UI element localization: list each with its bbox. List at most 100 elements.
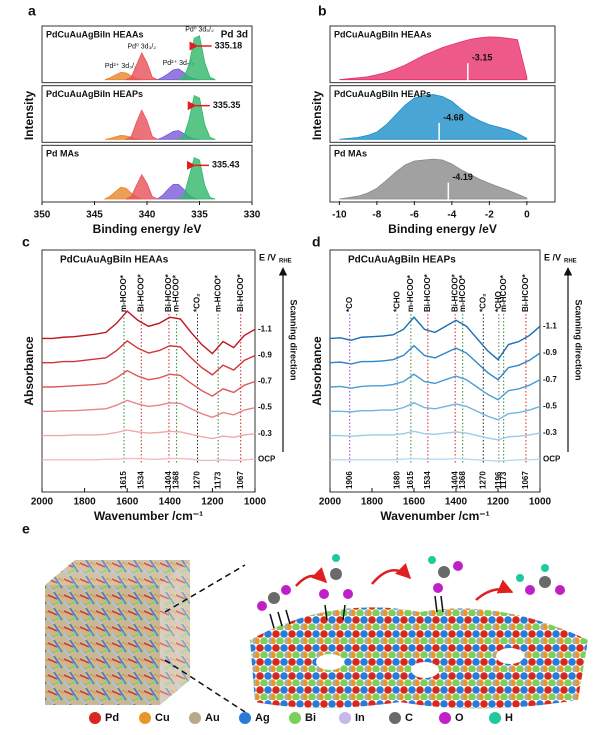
adsorption-bond [434,595,444,613]
atom [428,556,436,564]
panel-label: e [22,521,30,537]
legend-swatch [239,712,251,724]
y-axis-label: Intensity [310,91,324,141]
x-tick-label: 1200 [487,497,510,508]
potential-label: -0.9 [258,351,272,360]
subplot-frame [41,25,253,84]
marker-value: 1196 [494,471,503,489]
atom [453,561,463,571]
potential-label: -0.5 [258,403,272,412]
spectrum-line [42,369,256,397]
potential-axis-label: E /V [544,252,561,262]
potential-axis-sub: RHE [279,259,292,265]
marker-value: 1067 [521,471,530,489]
potential-axis-label: E /V [259,252,276,262]
subplot-title: PdCuAuAgBiIn HEAAs [334,29,432,39]
atom [539,576,551,588]
y-axis-label: Absorbance [22,336,36,406]
subplot-frame [329,144,556,203]
legend-label: In [355,712,365,724]
component-label: Pd⁰ 3d₃/₂ [127,43,156,51]
reaction-arrow [475,579,514,601]
marker-label: m-HCOO* [458,274,467,312]
marker-value: 1534 [136,471,145,489]
marker-value: 1173 [499,471,508,489]
marker-label: *CO₂ [193,293,202,312]
potential-label: -0.7 [543,375,557,384]
plot-title: PdCuAuAgBiIn HEAAs [60,255,169,266]
spectrum-line [329,373,541,401]
legend-swatch [489,712,501,724]
spectrum-area [125,51,158,81]
subplot-frame [329,85,556,143]
panel-e-illustration [45,554,588,713]
note: Pd 3d [221,30,248,41]
panel-label: b [318,3,327,19]
x-tick-label: 1000 [244,497,267,508]
spectrum-line [329,316,541,361]
x-tick-label: 2000 [319,497,342,508]
center-label: -4.68 [443,112,464,122]
x-tick-label: -2 [485,210,494,221]
x-tick-label: 1800 [361,497,384,508]
component-label: Pd²⁺ 3d₅/₂ [163,60,195,67]
x-tick-label: 340 [139,210,156,221]
direction-label: Scanning direction [289,299,299,380]
subplot-frame [41,144,253,203]
legend-label: C [405,712,413,724]
x-tick-label: 1800 [73,497,96,508]
potential-label: OCP [543,454,561,463]
marker-value: 1270 [478,471,487,489]
adsorption-bond [324,604,346,621]
legend-swatch [89,712,101,724]
legend-label: Bi [305,712,316,724]
panel-label: c [22,234,30,250]
potential-axis-sub: RHE [564,259,577,265]
spectrum-line [330,402,541,421]
atom [319,589,329,599]
x-tick-label: 330 [244,210,261,221]
legend-label: Au [205,712,220,724]
x-tick-label: 0 [524,210,530,221]
x-tick-label: 1400 [445,497,468,508]
atom [438,566,450,578]
spectrum-area [339,158,528,200]
subplot-title: PdCuAuAgBiIn HEAAs [46,29,144,39]
panel-label: a [28,3,36,19]
plot-frame [41,249,256,493]
subplot-title: Pd MAs [334,149,367,159]
surface-hole [316,654,344,670]
legend-label: Cu [155,712,170,724]
legend-swatch [389,712,401,724]
subplot-title: PdCuAuAgBiIn HEAPs [46,89,143,99]
y-axis-label: Intensity [22,91,36,141]
legend-label: Ag [255,712,270,724]
potential-label: -0.9 [543,348,557,357]
x-tick-label: 1400 [159,497,182,508]
potential-label: -0.3 [543,428,557,437]
marker-label: Bi-HCOO* [423,273,432,312]
marker-label: Bi-HCOO* [136,273,145,312]
potential-label: OCP [258,454,276,463]
legend-label: O [455,712,464,724]
subplot-frame [41,85,253,143]
reaction-arrow [371,563,412,585]
legend-label: H [505,712,513,724]
x-axis-label: Binding energy /eV [388,222,497,236]
atom [281,585,291,595]
marker-label: m-HCOO* [119,274,128,312]
marker-value: 1534 [423,471,432,489]
spectrum-area [125,173,158,200]
atom [257,601,267,611]
component-label: Pd²⁺ 3d₃/₂ [105,63,137,70]
spectrum-line [330,457,541,462]
marker-label: m-HCOO* [213,274,222,312]
direction-label: Scanning direction [574,299,584,380]
marker-value: 1173 [213,471,222,489]
potential-label: -0.5 [543,402,557,411]
x-axis-label: Binding energy /eV [93,222,202,236]
subplot-frame [329,25,556,84]
potential-label: -0.7 [258,377,272,386]
atom [433,583,443,593]
